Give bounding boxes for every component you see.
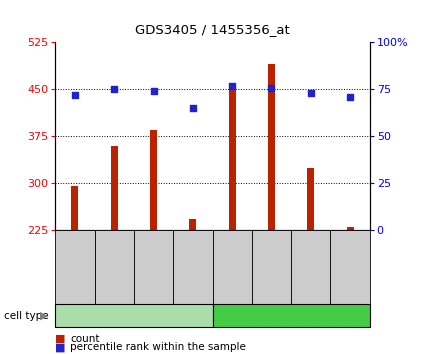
- Point: [229, 83, 235, 88]
- Text: ■: ■: [55, 334, 66, 344]
- Point: [71, 92, 78, 98]
- Point: [347, 94, 354, 100]
- Point: [268, 85, 275, 90]
- Text: GSM252740: GSM252740: [188, 240, 197, 295]
- Text: GSM252736: GSM252736: [110, 240, 119, 295]
- Text: cell type: cell type: [4, 311, 49, 321]
- Text: GDS3405 / 1455356_at: GDS3405 / 1455356_at: [135, 23, 290, 36]
- Bar: [71, 186, 79, 230]
- Point: [307, 90, 314, 96]
- Bar: [229, 83, 236, 230]
- Bar: [268, 64, 275, 230]
- Text: GSM252734: GSM252734: [71, 240, 79, 295]
- Bar: [189, 219, 196, 230]
- Text: ▶: ▶: [40, 311, 49, 321]
- Point: [190, 105, 196, 111]
- Text: GSM252738: GSM252738: [149, 240, 158, 295]
- Text: ■: ■: [55, 342, 66, 352]
- Bar: [150, 130, 157, 230]
- Text: GSM252737: GSM252737: [267, 240, 276, 295]
- Text: GSM252735: GSM252735: [228, 240, 237, 295]
- Text: GSM252739: GSM252739: [306, 240, 315, 295]
- Bar: [307, 167, 314, 230]
- Text: GSM252741: GSM252741: [346, 240, 354, 295]
- Text: erythroid precursor: erythroid precursor: [83, 311, 184, 321]
- Text: count: count: [70, 334, 99, 344]
- Text: epithelial: epithelial: [267, 311, 315, 321]
- Text: percentile rank within the sample: percentile rank within the sample: [70, 342, 246, 352]
- Point: [111, 86, 118, 92]
- Bar: [346, 227, 354, 230]
- Point: [150, 88, 157, 94]
- Bar: [110, 146, 118, 230]
